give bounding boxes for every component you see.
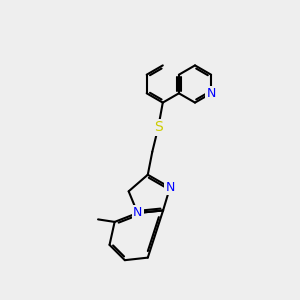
Text: S: S — [154, 120, 163, 134]
Text: N: N — [165, 181, 175, 194]
Text: N: N — [133, 206, 142, 220]
Text: N: N — [206, 87, 216, 100]
